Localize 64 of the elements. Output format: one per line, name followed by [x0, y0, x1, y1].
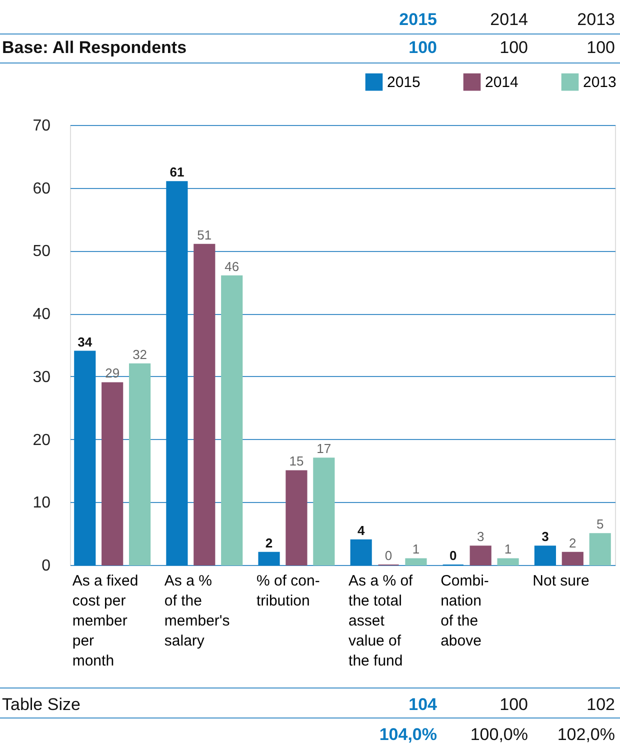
- bar: [534, 546, 556, 566]
- bar: [166, 181, 188, 566]
- text: 102,0%: [557, 725, 615, 744]
- y-tick-label: 30: [32, 368, 51, 386]
- x-tick-label: As a fixed cost per member per month: [72, 572, 138, 670]
- text: 102: [586, 695, 615, 714]
- x-tick-label: Not sure: [532, 572, 590, 590]
- data-label: 5: [596, 516, 604, 532]
- x-tick-label: % of con- tribution: [256, 572, 320, 610]
- data-label: 17: [316, 441, 332, 456]
- data-label: 3: [542, 529, 549, 544]
- data-label: 34: [78, 334, 93, 350]
- bar: [405, 558, 427, 566]
- bar: [221, 275, 243, 566]
- data-label: 4: [357, 522, 366, 538]
- bar: [589, 533, 611, 566]
- y-tick-label: 10: [32, 494, 51, 512]
- data-label: 3: [476, 529, 484, 544]
- data-label: 1: [412, 542, 420, 557]
- bar: [470, 546, 492, 566]
- y-tick-label: 40: [32, 306, 51, 324]
- text: Base: All Respondents: [2, 38, 187, 57]
- y-tick-label: 0: [42, 558, 51, 574]
- x-tick-label: As a % of the member's salary: [164, 572, 230, 650]
- data-label: 61: [170, 164, 184, 180]
- x-tick-label: As a % of the total asset value of the fund: [348, 572, 414, 670]
- legend-label: 2014: [485, 74, 518, 92]
- bar: [497, 558, 519, 566]
- bar: [350, 539, 372, 566]
- data-label: 15: [289, 454, 304, 469]
- bar: [194, 244, 216, 566]
- data-label: 0: [384, 548, 392, 563]
- bar: [258, 552, 280, 566]
- bar: [129, 363, 151, 566]
- text: 2013: [577, 10, 615, 29]
- data-label: 1: [504, 542, 512, 557]
- y-tick-label: 60: [32, 180, 51, 198]
- text: 100: [586, 38, 615, 57]
- text: 104: [408, 695, 438, 714]
- text: 100: [500, 695, 528, 714]
- bar: [286, 470, 308, 566]
- data-label: 2: [265, 535, 273, 550]
- text: Table Size: [2, 695, 80, 714]
- text: 100: [408, 38, 437, 57]
- data-label: 2: [569, 535, 576, 550]
- data-label: 0: [450, 548, 457, 563]
- bar: [102, 382, 124, 566]
- text: 100: [500, 38, 528, 57]
- bar: [74, 350, 96, 566]
- bar: [562, 552, 584, 566]
- text: 100,0%: [470, 725, 528, 744]
- data-label: 51: [197, 227, 212, 242]
- data-label: 32: [132, 346, 148, 362]
- text: 2014: [490, 10, 528, 29]
- y-tick-label: 70: [32, 118, 51, 134]
- text: 104,0%: [379, 725, 437, 744]
- x-tick-label: Combi- nation of the above: [440, 572, 489, 650]
- data-label: 46: [224, 258, 240, 274]
- y-tick-label: 50: [32, 243, 51, 260]
- y-tick-label: 20: [32, 432, 51, 449]
- legend-label: 2013: [583, 74, 616, 92]
- text: 2015: [399, 10, 437, 29]
- bar: [313, 458, 335, 566]
- legend-label: 2015: [387, 74, 420, 92]
